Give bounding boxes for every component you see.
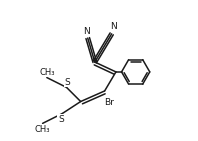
Text: N: N <box>83 27 90 36</box>
Text: CH₃: CH₃ <box>39 68 55 77</box>
Text: CH₃: CH₃ <box>35 125 50 134</box>
Text: S: S <box>58 115 64 124</box>
Text: Br: Br <box>104 98 114 107</box>
Text: S: S <box>64 78 70 87</box>
Text: N: N <box>110 22 116 31</box>
